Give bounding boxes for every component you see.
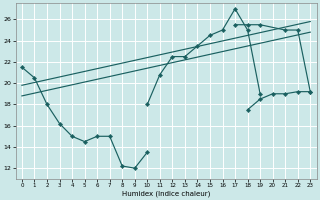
X-axis label: Humidex (Indice chaleur): Humidex (Indice chaleur) <box>122 190 210 197</box>
